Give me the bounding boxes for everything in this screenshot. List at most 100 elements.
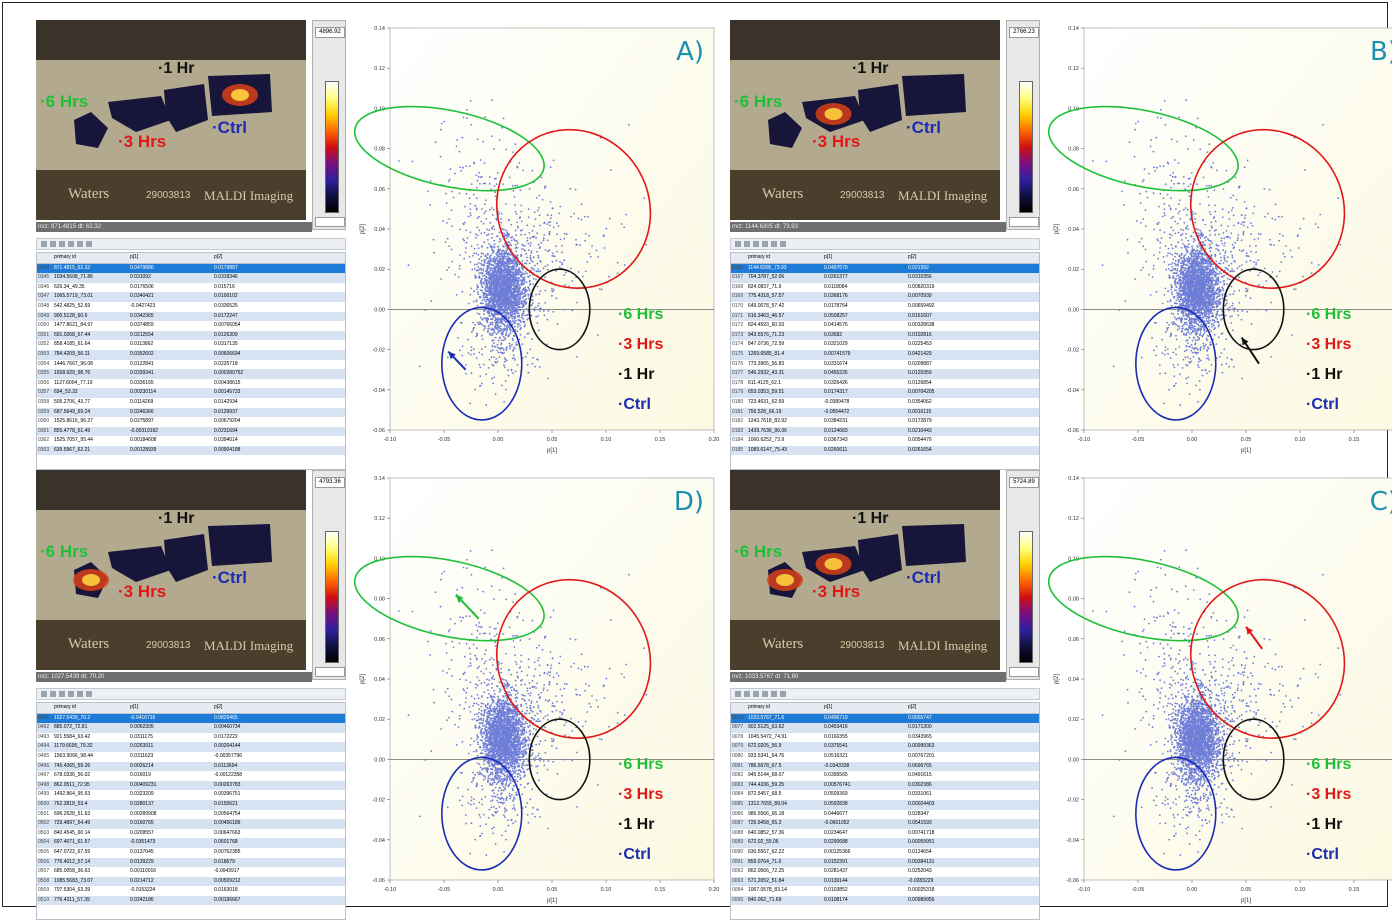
table-toolbar[interactable] xyxy=(36,238,346,250)
toolbar-btn-1-icon[interactable] xyxy=(41,241,47,247)
toolbar-btn-5-icon[interactable] xyxy=(771,241,777,247)
data-point xyxy=(508,308,510,310)
data-point xyxy=(485,218,487,220)
data-point xyxy=(483,313,485,315)
data-point xyxy=(499,330,501,332)
toolbar-btn-2-icon[interactable] xyxy=(744,241,750,247)
toolbar-btn-3-icon[interactable] xyxy=(753,241,759,247)
colorbar-max-value[interactable]: 2766.23 xyxy=(1009,27,1039,38)
data-point xyxy=(515,320,517,322)
toolbar-btn-6-icon[interactable] xyxy=(780,241,786,247)
data-point xyxy=(493,301,495,303)
data-point xyxy=(530,260,532,262)
toolbar-btn-4-icon[interactable] xyxy=(762,241,768,247)
data-point xyxy=(553,160,555,162)
data-point xyxy=(498,325,500,327)
data-point xyxy=(461,137,463,139)
data-point xyxy=(448,245,450,247)
toolbar-btn-6-icon[interactable] xyxy=(86,241,92,247)
data-point xyxy=(477,244,479,246)
data-point xyxy=(569,188,571,190)
table-cell: 1127.6004_77.19 xyxy=(50,379,126,389)
toolbar-btn-3-icon[interactable] xyxy=(59,241,65,247)
data-point xyxy=(509,326,511,328)
table-toolbar[interactable] xyxy=(730,238,1040,250)
data-point xyxy=(579,244,581,246)
data-point xyxy=(552,261,554,263)
data-point xyxy=(503,401,505,403)
table-cell: 653.0353_59.51 xyxy=(744,388,820,398)
toolbar-btn-2-icon[interactable] xyxy=(50,241,56,247)
toolbar-btn-1-icon[interactable] xyxy=(735,241,741,247)
colorbar[interactable]: 2766.23 xyxy=(1006,20,1040,230)
toolbar-btn-4-icon[interactable] xyxy=(68,241,74,247)
data-point xyxy=(564,284,566,286)
data-point xyxy=(532,268,534,270)
data-point xyxy=(547,264,549,266)
data-point xyxy=(520,234,522,236)
data-point xyxy=(483,241,485,243)
toolbar-btn-5-icon[interactable] xyxy=(77,241,83,247)
data-point xyxy=(537,255,539,257)
table-cell: 824.4593_60.03 xyxy=(744,321,820,331)
data-point xyxy=(503,282,505,284)
data-point xyxy=(1220,319,1222,321)
data-point xyxy=(510,266,512,268)
header-cell: p[1] xyxy=(820,253,904,263)
colorbar[interactable]: 4896.92 xyxy=(312,20,346,230)
data-point xyxy=(538,303,540,305)
data-point xyxy=(604,247,606,249)
colorbar-max-value[interactable]: 4896.92 xyxy=(315,27,345,38)
data-point xyxy=(481,279,483,281)
data-point xyxy=(481,300,483,302)
data-point xyxy=(509,348,511,350)
data-point xyxy=(1168,324,1170,326)
table-cell: 0349 xyxy=(37,312,50,322)
data-point xyxy=(1199,314,1201,316)
data-point xyxy=(1177,329,1179,331)
data-point xyxy=(493,284,495,286)
